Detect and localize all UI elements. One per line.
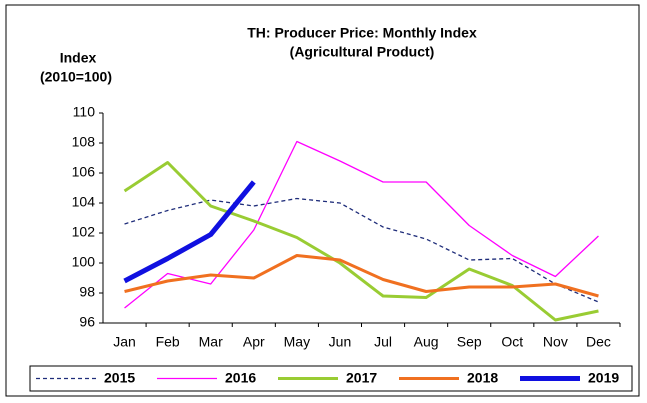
- x-tick-label: May: [284, 334, 310, 350]
- y-tick-label: 106: [72, 164, 96, 180]
- series-line: [123, 180, 256, 284]
- y-axis-label: Index: [60, 50, 97, 66]
- series-line: [124, 197, 599, 303]
- y-tick-label: 110: [73, 104, 96, 120]
- legend-box: [29, 365, 633, 392]
- legend-label: 2017: [346, 370, 377, 386]
- series-line: [123, 161, 599, 322]
- legend-label: 2015: [104, 370, 135, 386]
- legend-label: 2018: [467, 370, 498, 386]
- x-tick-label: Oct: [501, 334, 523, 350]
- x-tick-label: Feb: [156, 334, 180, 350]
- series-line: [124, 140, 599, 309]
- legend-label: 2016: [225, 370, 256, 386]
- x-tick-label: Jan: [113, 334, 136, 350]
- x-tick-label: Jul: [374, 334, 392, 350]
- x-tick-label: Dec: [586, 334, 611, 350]
- x-tick-label: Apr: [243, 334, 265, 350]
- chart-frame: [5, 4, 640, 397]
- y-tick-label: 108: [72, 134, 96, 150]
- chart-title: (Agricultural Product): [290, 44, 435, 60]
- y-tick-label: 104: [72, 194, 96, 210]
- y-axis-label: (2010=100): [40, 69, 112, 85]
- x-tick-label: Sep: [457, 334, 482, 350]
- y-tick-label: 102: [72, 224, 96, 240]
- y-tick-label: 98: [79, 284, 95, 300]
- y-tick-label: 96: [79, 314, 95, 330]
- series-line: [124, 254, 599, 298]
- legend-label: 2019: [588, 370, 619, 386]
- chart-title: TH: Producer Price: Monthly Index: [247, 25, 477, 41]
- x-tick-label: Jun: [329, 334, 352, 350]
- y-tick-label: 100: [72, 254, 96, 270]
- x-tick-label: Mar: [199, 334, 223, 350]
- x-tick-label: Aug: [414, 334, 439, 350]
- x-tick-label: Nov: [543, 334, 568, 350]
